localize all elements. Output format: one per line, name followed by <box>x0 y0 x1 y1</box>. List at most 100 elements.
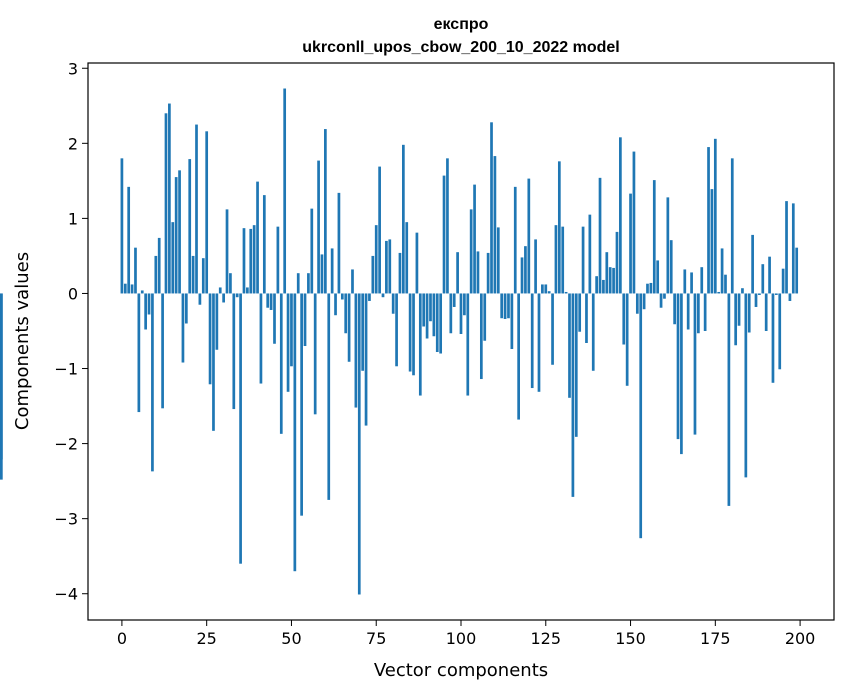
bar <box>741 288 744 294</box>
bar <box>198 293 202 305</box>
bar <box>123 283 127 294</box>
bar <box>680 293 683 455</box>
bar <box>473 184 476 294</box>
bar <box>361 293 365 371</box>
bar <box>276 226 280 294</box>
bar <box>456 252 459 294</box>
bar <box>205 131 209 294</box>
bar <box>483 293 487 341</box>
bar <box>168 103 171 294</box>
bar <box>395 293 398 367</box>
bar <box>629 193 632 294</box>
bar <box>347 293 351 362</box>
bar <box>795 247 799 294</box>
bar <box>727 293 731 506</box>
bar <box>646 283 649 294</box>
x-tick-label: 200 <box>785 629 816 648</box>
bar <box>724 274 727 294</box>
bar <box>385 240 388 294</box>
x-axis-ticks: 0 25 50 75 100 125 150 175 200 <box>117 620 816 648</box>
bar <box>208 293 212 385</box>
bar <box>496 227 500 294</box>
bar <box>184 293 188 324</box>
bar <box>313 293 317 415</box>
bar <box>351 269 354 294</box>
bar <box>127 186 131 294</box>
y-axis-ticks: 3 2 1 0 −1 −2 −3 −4 <box>54 59 88 604</box>
bar <box>235 293 239 298</box>
bar <box>161 293 164 409</box>
bar <box>144 293 147 330</box>
bar <box>310 208 314 294</box>
bar <box>398 252 402 294</box>
bar <box>788 293 792 301</box>
bar <box>354 293 358 408</box>
bar <box>140 290 144 294</box>
bar <box>730 158 734 294</box>
bar <box>622 293 626 345</box>
bar <box>486 252 490 294</box>
bar <box>635 293 639 314</box>
bar <box>134 247 137 294</box>
bar <box>713 138 717 294</box>
bar <box>564 291 568 294</box>
bar <box>500 293 504 319</box>
bar <box>707 147 710 294</box>
bar <box>700 267 704 294</box>
bar <box>229 273 232 294</box>
bar <box>357 293 361 595</box>
x-tick-label: 175 <box>700 629 731 648</box>
bar <box>490 122 493 294</box>
x-tick-label: 125 <box>530 629 561 648</box>
bar <box>534 239 537 294</box>
bar <box>300 293 303 516</box>
bar <box>137 293 141 413</box>
bar <box>513 186 517 294</box>
x-tick-label: 0 <box>117 629 127 648</box>
y-tick-label: 2 <box>68 134 78 153</box>
bar <box>154 255 158 294</box>
bar <box>164 113 168 294</box>
bar <box>683 269 687 294</box>
bar <box>388 239 392 294</box>
bar <box>744 293 748 478</box>
bar <box>503 293 507 319</box>
bar <box>693 293 697 435</box>
bar <box>717 291 721 294</box>
plot-frame <box>87 62 835 621</box>
bar <box>246 287 249 294</box>
x-tick-label: 100 <box>446 629 477 648</box>
bar <box>290 293 293 367</box>
bar <box>578 293 582 332</box>
bar <box>222 293 225 303</box>
bar <box>530 293 534 389</box>
bar <box>334 293 337 316</box>
bar <box>425 293 429 339</box>
bar <box>218 287 222 294</box>
bar <box>710 189 714 294</box>
bar <box>259 293 263 384</box>
x-tick-label: 25 <box>197 629 217 648</box>
bar <box>656 260 660 294</box>
bar <box>659 293 663 308</box>
bar <box>130 284 134 294</box>
bar <box>262 195 266 294</box>
bar <box>720 248 724 294</box>
bar <box>602 279 605 294</box>
bar <box>320 254 324 294</box>
bar <box>151 293 154 472</box>
bar <box>493 156 497 294</box>
bar <box>412 293 415 376</box>
bar <box>642 293 646 310</box>
bar <box>374 225 378 294</box>
y-tick-label: 1 <box>68 209 78 228</box>
bar <box>544 284 548 294</box>
bar <box>225 209 229 294</box>
y-tick-label: −3 <box>54 510 78 529</box>
bar <box>673 293 676 325</box>
y-tick-label: −1 <box>54 360 78 379</box>
bar <box>442 175 446 294</box>
bar <box>758 293 761 295</box>
bar <box>435 293 439 353</box>
